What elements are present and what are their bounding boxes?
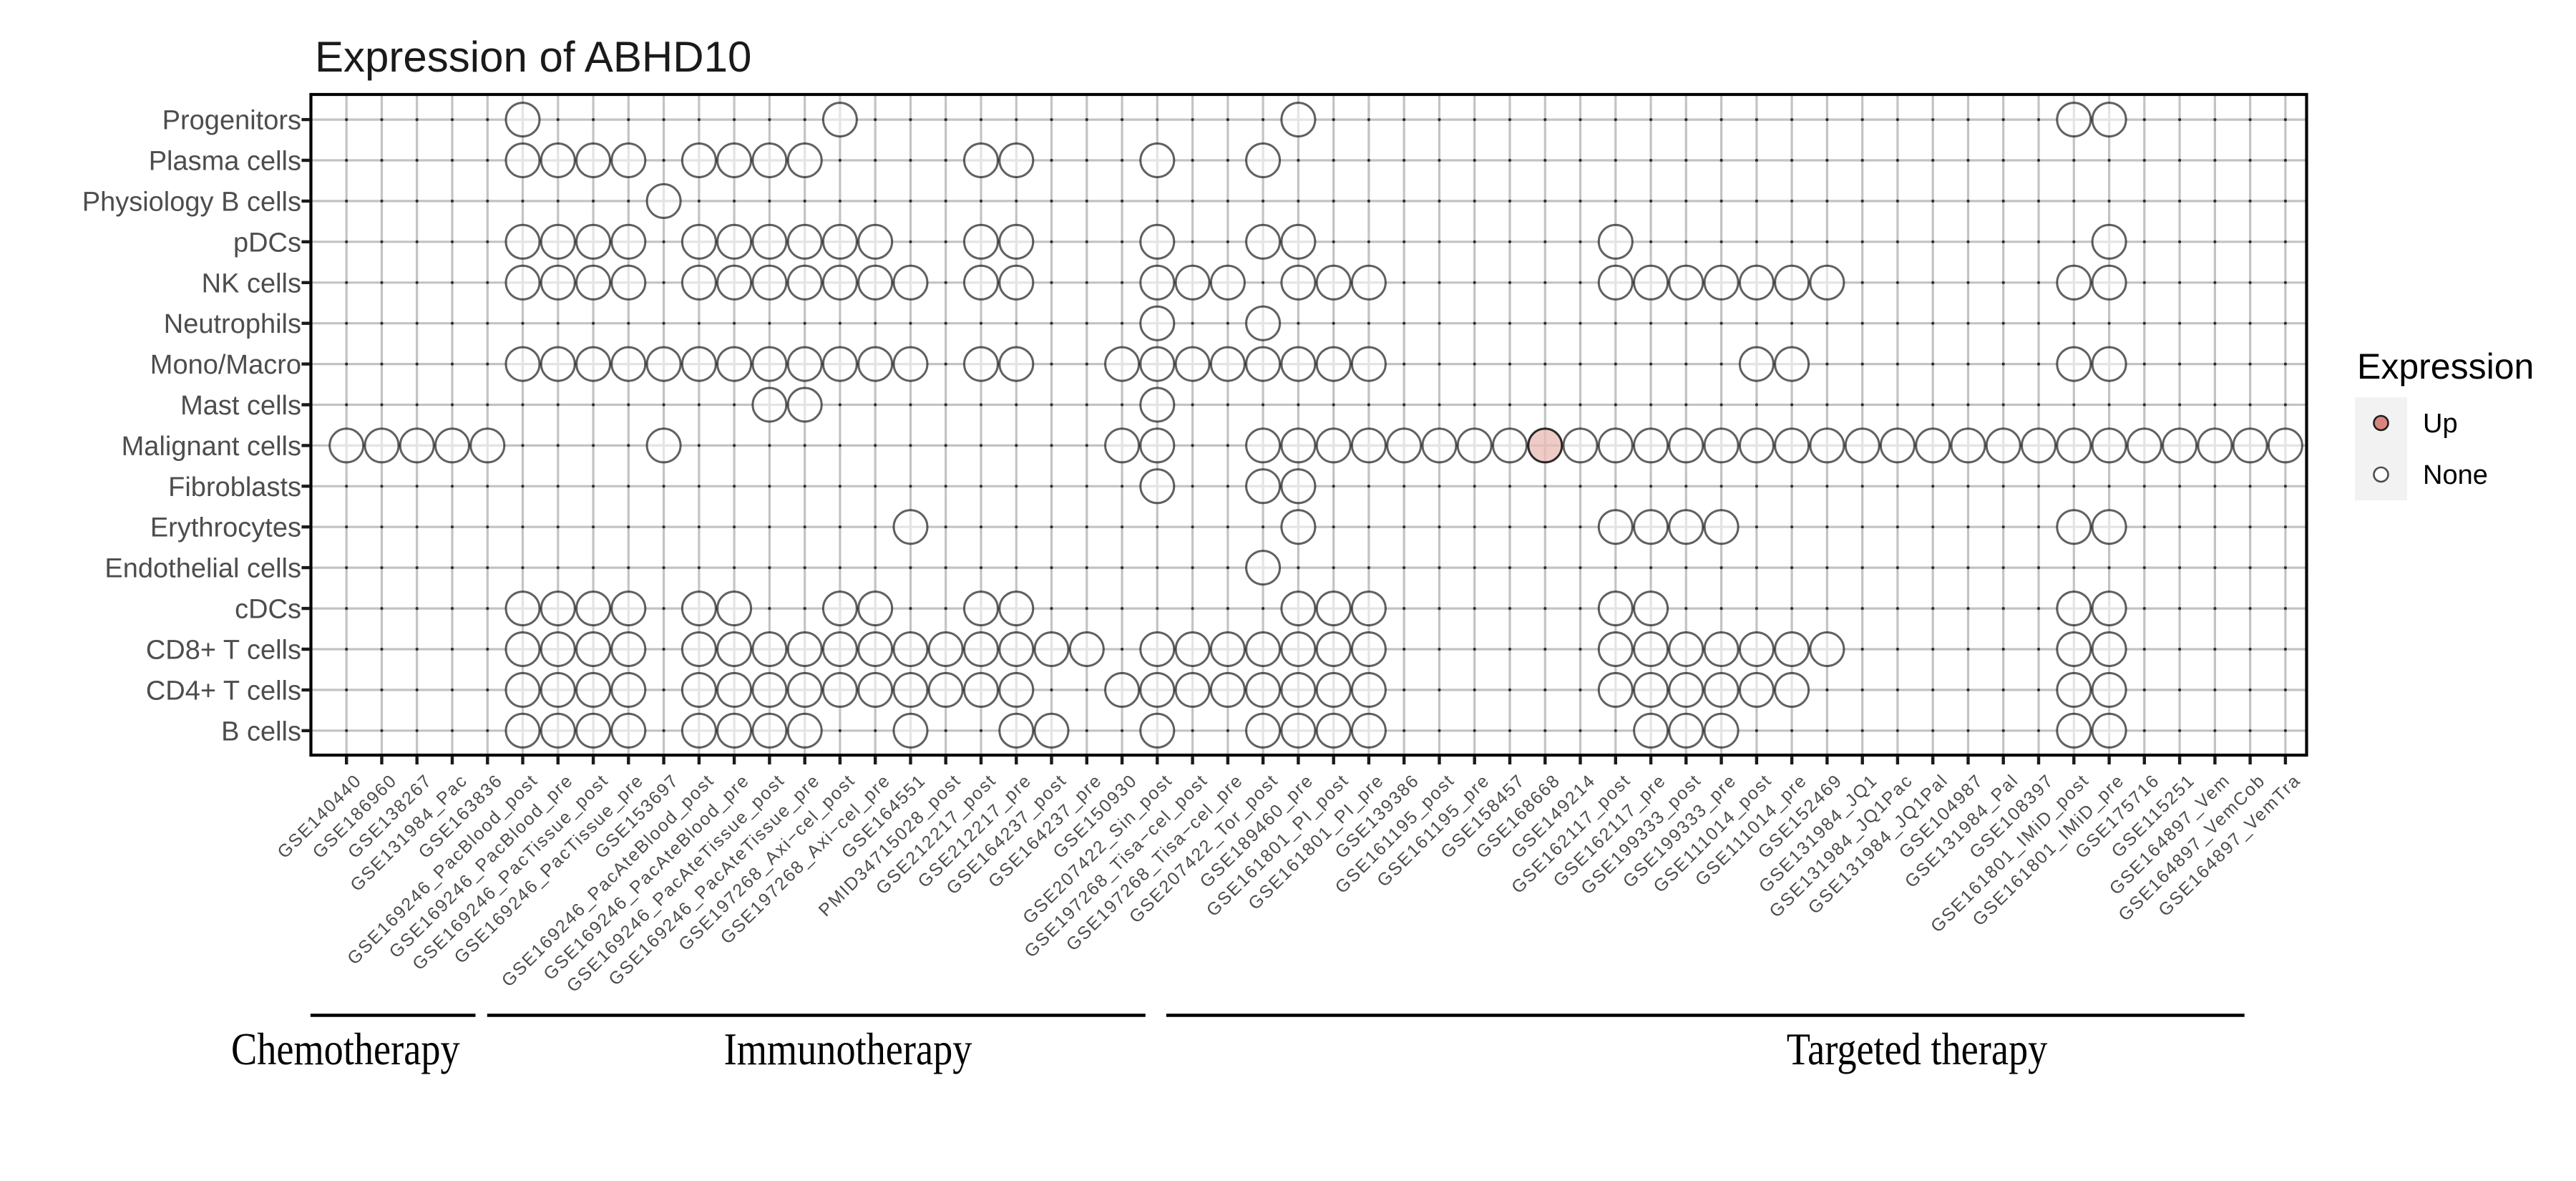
svg-text:Erythrocytes: Erythrocytes [150,513,301,543]
svg-text:Immunotherapy: Immunotherapy [724,1024,972,1074]
svg-text:Physiology B cells: Physiology B cells [82,187,301,217]
svg-text:cDCs: cDCs [235,595,301,625]
svg-text:B cells: B cells [221,716,301,747]
svg-text:Chemotherapy: Chemotherapy [231,1024,460,1074]
svg-text:pDCs: pDCs [233,228,301,258]
svg-text:Up: Up [2423,409,2458,439]
svg-text:None: None [2423,460,2488,490]
svg-text:CD4+ T cells: CD4+ T cells [146,676,301,706]
svg-text:Neutrophils: Neutrophils [164,309,301,339]
svg-text:Mast cells: Mast cells [180,391,301,421]
svg-text:Expression: Expression [2357,346,2534,387]
svg-text:Expression of ABHD10: Expression of ABHD10 [315,33,751,81]
svg-text:Mono/Macro: Mono/Macro [150,350,301,380]
svg-text:Fibroblasts: Fibroblasts [168,472,301,502]
svg-text:NK cells: NK cells [202,268,301,298]
svg-text:Endothelial cells: Endothelial cells [104,554,301,584]
svg-text:Plasma cells: Plasma cells [149,147,301,177]
svg-text:Progenitors: Progenitors [162,106,301,136]
svg-text:CD8+ T cells: CD8+ T cells [146,636,301,666]
svg-text:Targeted therapy: Targeted therapy [1787,1024,2048,1074]
svg-text:Malignant cells: Malignant cells [122,432,301,462]
